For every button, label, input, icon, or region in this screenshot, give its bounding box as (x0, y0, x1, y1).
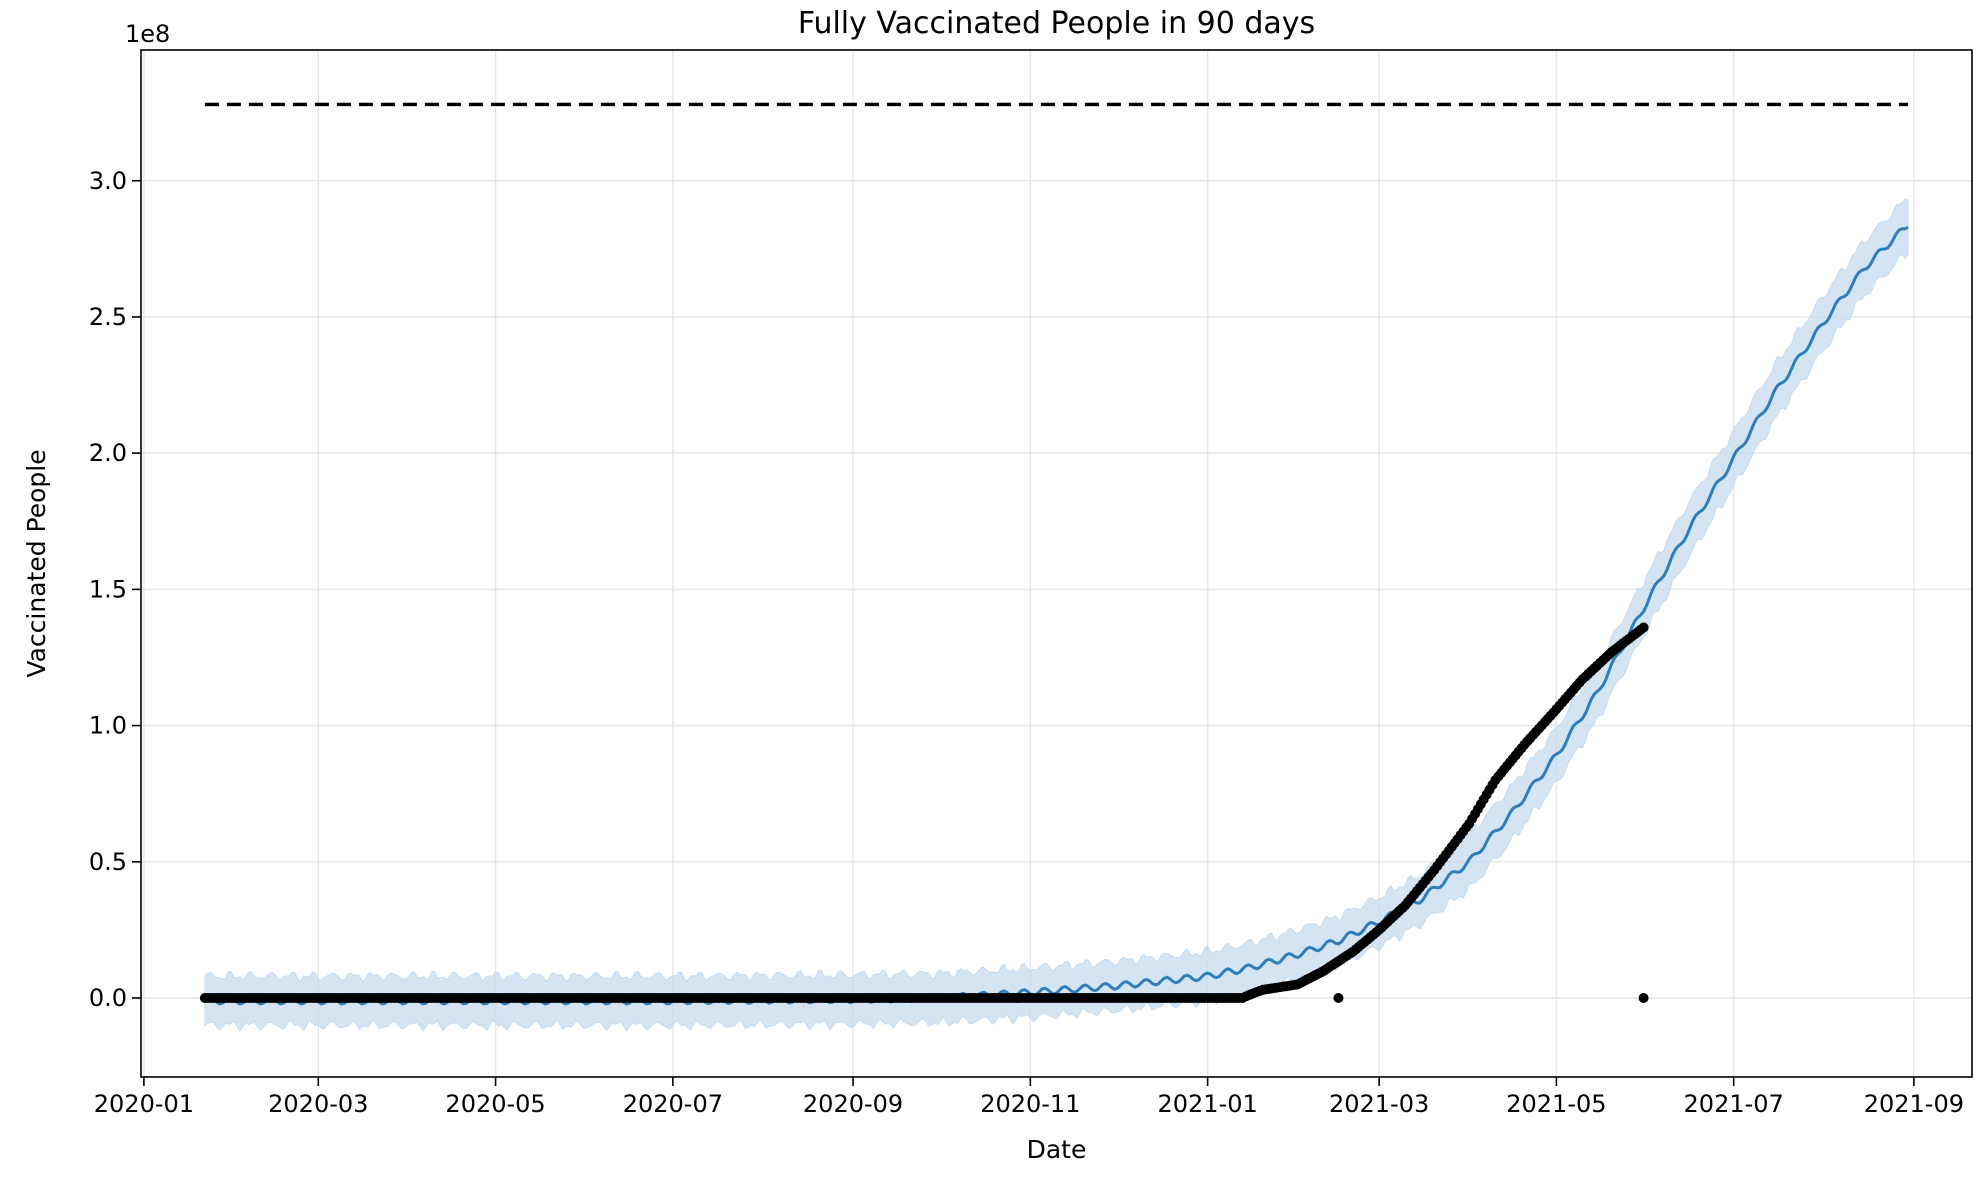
observed-points-layer (199, 622, 1649, 1003)
forecast-line-layer (203, 226, 1909, 1006)
y-scale-multiplier: 1e8 (125, 20, 170, 48)
x-tick-label: 2020-01 (94, 1090, 194, 1118)
uncertainty-band (204, 198, 1909, 1033)
x-tick-label: 2021-07 (1684, 1090, 1784, 1118)
x-tick-label: 2020-03 (268, 1090, 368, 1118)
y-tick-label: 1.0 (89, 712, 127, 740)
tick-layer: 2020-01 2020-03 2020-05 2020-07 2020-09 2020-… (89, 167, 1964, 1118)
x-axis-label: Date (1027, 1135, 1087, 1164)
chart-title: Fully Vaccinated People in 90 days (798, 6, 1315, 41)
y-axis-label: Vaccinated People (22, 449, 51, 677)
x-tick-label: 2021-01 (1157, 1090, 1257, 1118)
x-tick-label: 2020-07 (623, 1090, 723, 1118)
x-tick-label: 2020-05 (445, 1090, 545, 1118)
outlier-point (1638, 993, 1649, 1003)
x-tick-label: 2020-11 (980, 1090, 1080, 1118)
grid-layer (141, 50, 1972, 1077)
x-tick-label: 2021-09 (1864, 1090, 1964, 1118)
x-tick-label: 2021-03 (1329, 1090, 1429, 1118)
plot-frame (140, 49, 1973, 1078)
x-tick-label: 2021-05 (1506, 1090, 1606, 1118)
uncertainty-band-layer (204, 198, 1909, 1033)
y-tick-label: 1.5 (89, 575, 127, 603)
y-tick-label: 3.0 (89, 167, 127, 195)
y-tick-label: 0.0 (89, 984, 127, 1012)
x-tick-label: 2020-09 (803, 1090, 903, 1118)
observed-point (1638, 622, 1649, 633)
y-tick-label: 2.5 (89, 303, 127, 331)
forecast-line (203, 226, 1909, 1006)
outlier-point (1333, 993, 1344, 1003)
y-tick-label: 0.5 (89, 848, 127, 876)
y-tick-label: 2.0 (89, 439, 127, 467)
